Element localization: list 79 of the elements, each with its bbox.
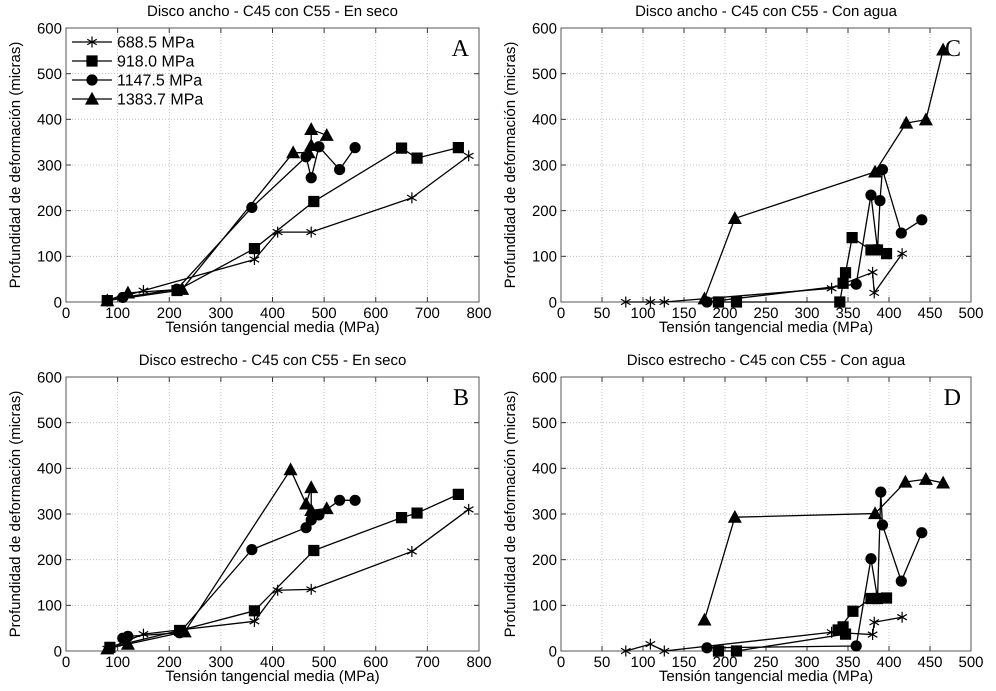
- x-tick-label: 450: [917, 654, 943, 671]
- x-axis-title: Tensión tangencial media (MPa): [658, 319, 874, 336]
- x-tick-label: 50: [594, 654, 610, 671]
- x-tick-label: 300: [794, 305, 820, 322]
- x-axis-title: Tensión tangencial media (MPa): [658, 668, 874, 685]
- chart-title: Disco ancho - C45 con C55 - En seco: [147, 3, 398, 20]
- y-tick-label: 100: [36, 248, 62, 266]
- x-tick-label: 150: [671, 305, 697, 322]
- annotation: B: [452, 385, 469, 411]
- legend-label: 1383.7 MPa: [117, 92, 204, 109]
- x-tick-label: 200: [712, 654, 738, 671]
- y-tick-label: 300: [532, 157, 557, 174]
- x-tick-label: 700: [414, 654, 440, 671]
- x-tick-label: 450: [917, 305, 943, 322]
- x-tick-label: 800: [466, 305, 492, 322]
- y-tick-label: 500: [36, 414, 62, 432]
- x-tick-label: 100: [630, 654, 656, 671]
- x-tick-label: 500: [312, 654, 337, 671]
- y-axis-title: Profundidad de deformación (micras): [502, 390, 519, 638]
- x-tick-label: 500: [958, 305, 984, 322]
- x-tick-label: 200: [156, 654, 182, 671]
- y-tick-label: 300: [36, 157, 62, 174]
- y-tick-label: 600: [36, 369, 62, 386]
- x-tick-label: 150: [671, 654, 697, 671]
- x-tick-label: 300: [794, 654, 820, 671]
- y-tick-label: 200: [36, 552, 62, 569]
- x-tick-label: 500: [312, 305, 337, 322]
- x-tick-label: 250: [753, 305, 779, 322]
- chart-title: Disco estrecho - C45 con C55 - En seco: [138, 352, 406, 369]
- y-axis-title: Profundidad de deformación (micras): [7, 42, 24, 288]
- y-tick-label: 100: [36, 598, 62, 615]
- y-tick-label: 300: [532, 506, 557, 524]
- x-tick-label: 350: [835, 654, 861, 671]
- y-tick-label: 600: [36, 20, 62, 38]
- x-tick-label: 700: [414, 305, 440, 322]
- y-tick-label: 200: [532, 202, 557, 220]
- x-tick-label: 400: [876, 305, 902, 322]
- y-tick-label: 600: [532, 369, 557, 386]
- y-tick-label: 100: [532, 248, 557, 266]
- y-tick-label: 200: [532, 552, 557, 569]
- y-tick-label: 500: [532, 66, 557, 83]
- y-tick-label: 500: [532, 414, 557, 432]
- x-axis-title: Tensión tangencial media (MPa): [165, 319, 380, 336]
- y-tick-label: 600: [532, 20, 557, 38]
- y-axis-title: Profundidad de deformación (micras): [7, 390, 24, 638]
- y-tick-label: 500: [36, 66, 62, 83]
- x-tick-label: 100: [105, 305, 130, 322]
- x-tick-label: 500: [958, 654, 984, 671]
- x-tick-label: 100: [630, 305, 656, 322]
- x-tick-label: 300: [208, 305, 234, 322]
- chart-title: Disco ancho - C45 con C55 - Con agua: [635, 3, 898, 20]
- legend-label: 1147.5 MPa: [117, 72, 202, 90]
- legend-label: 918.0 MPa: [117, 54, 194, 71]
- x-tick-label: 600: [363, 305, 388, 322]
- x-tick-label: 400: [260, 305, 286, 322]
- y-tick-label: 300: [36, 506, 62, 524]
- x-tick-label: 200: [156, 305, 182, 322]
- x-tick-label: 600: [363, 654, 388, 671]
- x-tick-label: 200: [712, 305, 738, 322]
- y-tick-label: 100: [532, 598, 557, 615]
- x-tick-label: 300: [208, 654, 234, 671]
- x-tick-label: 350: [835, 305, 861, 322]
- y-tick-label: 400: [36, 112, 62, 129]
- x-tick-label: 250: [753, 654, 779, 671]
- y-axis-title: Profundidad de deformación (micras): [502, 42, 519, 288]
- y-tick-label: 400: [532, 460, 557, 478]
- y-tick-label: 400: [36, 460, 62, 478]
- x-tick-label: 100: [105, 654, 130, 671]
- x-axis-title: Tensión tangencial media (MPa): [165, 668, 380, 685]
- annotation: D: [944, 385, 961, 411]
- chart-title: Disco estrecho - C45 con C55 - Con agua: [626, 352, 906, 369]
- y-tick-label: 200: [36, 202, 62, 220]
- y-tick-label: 400: [532, 112, 557, 129]
- x-tick-label: 400: [876, 654, 902, 671]
- x-tick-label: 50: [594, 305, 610, 322]
- x-tick-label: 400: [260, 654, 286, 671]
- legend-label: 688.5 MPa: [117, 34, 194, 52]
- x-tick-label: 800: [466, 654, 492, 671]
- annotation: A: [452, 36, 470, 62]
